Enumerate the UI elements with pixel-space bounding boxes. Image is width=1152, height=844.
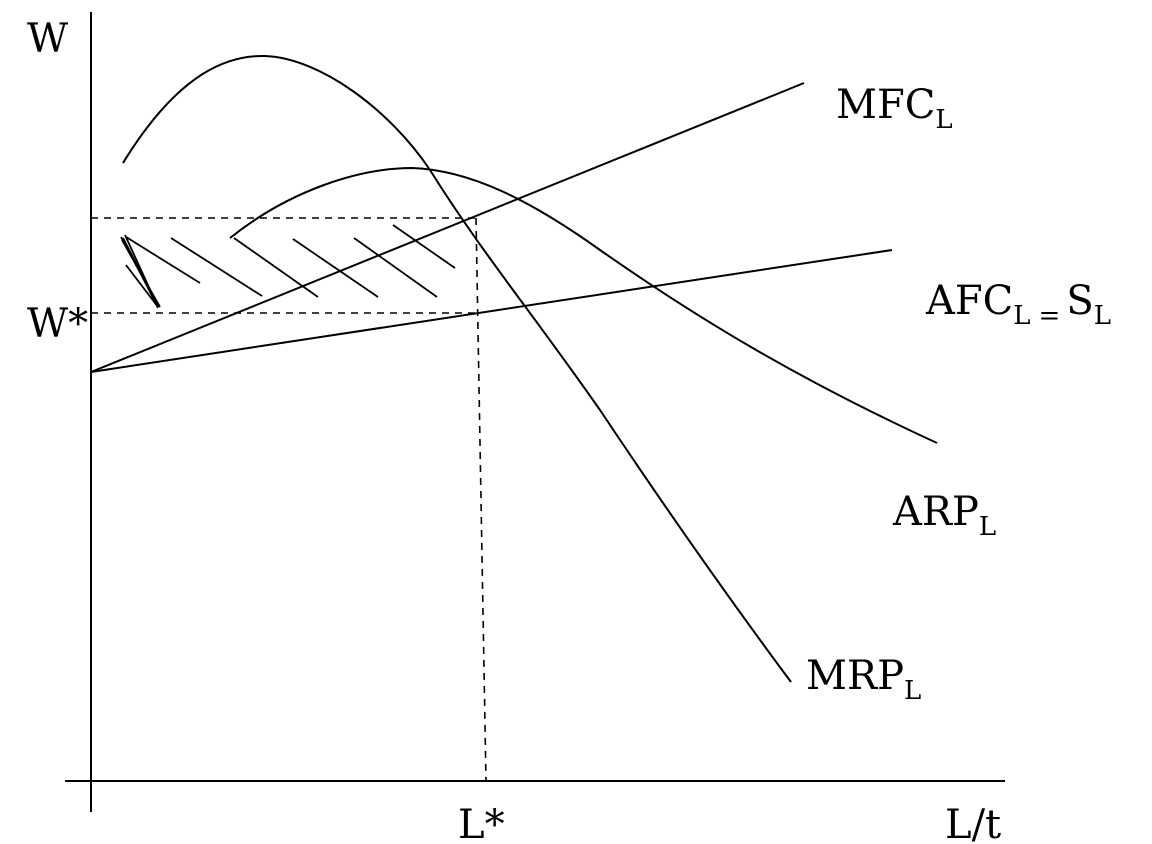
labor-dashed-line — [475, 217, 487, 782]
x-axis-label: L/t — [945, 802, 1001, 844]
mrp-curve — [122, 54, 792, 683]
afc-supply-label: AFCL = SL — [925, 278, 1111, 331]
arp-curve — [229, 166, 938, 444]
arp-label: ARPL — [892, 489, 996, 542]
afc-supply-curve — [90, 249, 893, 373]
mfc-label: MFCL — [836, 82, 953, 135]
mrp-label: MRPL — [806, 653, 921, 706]
wage-marker-label: W* — [27, 301, 88, 347]
labor-marker-label: L* — [458, 802, 505, 844]
hatch-visible — [125, 224, 456, 308]
mfc-curve — [90, 82, 805, 373]
shading-lines — [121, 239, 161, 308]
y-axis-label: W — [27, 16, 68, 62]
